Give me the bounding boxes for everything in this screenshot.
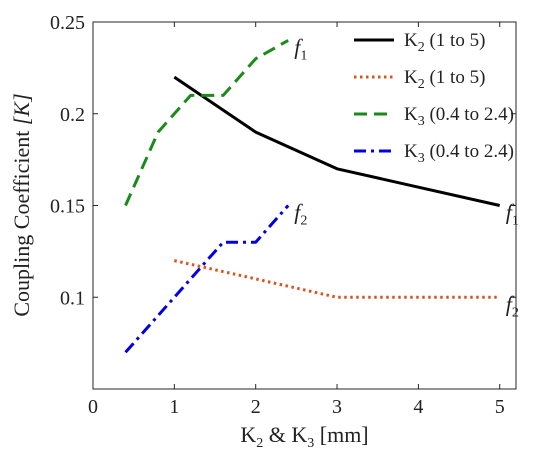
series-layer <box>124 39 501 354</box>
series-end-label: f1 <box>294 34 307 63</box>
x-tick-label: 0 <box>88 396 98 418</box>
x-tick-label: 2 <box>251 396 261 418</box>
legend: K2 (1 to 5) K2 (1 to 5) K3 (0.4 to 2.4) K3 … <box>354 30 514 166</box>
x-tick-label: 1 <box>169 396 179 418</box>
series-k2-f1-line <box>173 75 501 207</box>
series-end-label: f2 <box>294 200 307 229</box>
series-end-label: f1 <box>506 200 519 229</box>
x-tick-label: 5 <box>495 396 505 418</box>
series-k2-f2-line <box>173 259 500 299</box>
annotations: f1 f2 f1 f2 <box>294 34 519 320</box>
ticks: 0 1 2 3 4 5 0.1 0.15 0.2 0.25 <box>50 12 516 418</box>
series-k3-f1-line <box>124 39 289 207</box>
y-tick-label: 0.1 <box>60 287 85 309</box>
legend-label: K2 (1 to 5) <box>404 30 485 55</box>
legend-label: K3 (0.4 to 2.4) <box>404 104 514 129</box>
x-tick-label: 3 <box>332 396 342 418</box>
y-tick-label: 0.25 <box>50 12 85 34</box>
plot-area <box>92 21 517 390</box>
y-tick-label: 0.15 <box>50 196 85 218</box>
y-axis-title: Coupling Coefficient [K] <box>9 93 34 316</box>
legend-label: K3 (0.4 to 2.4) <box>404 141 514 166</box>
legend-label: K2 (1 to 5) <box>404 67 485 92</box>
series-end-label: f2 <box>506 291 519 320</box>
x-axis-title: K2 & K3 [mm] <box>240 422 368 451</box>
y-tick-label: 0.2 <box>60 104 85 126</box>
x-tick-label: 4 <box>413 396 423 418</box>
